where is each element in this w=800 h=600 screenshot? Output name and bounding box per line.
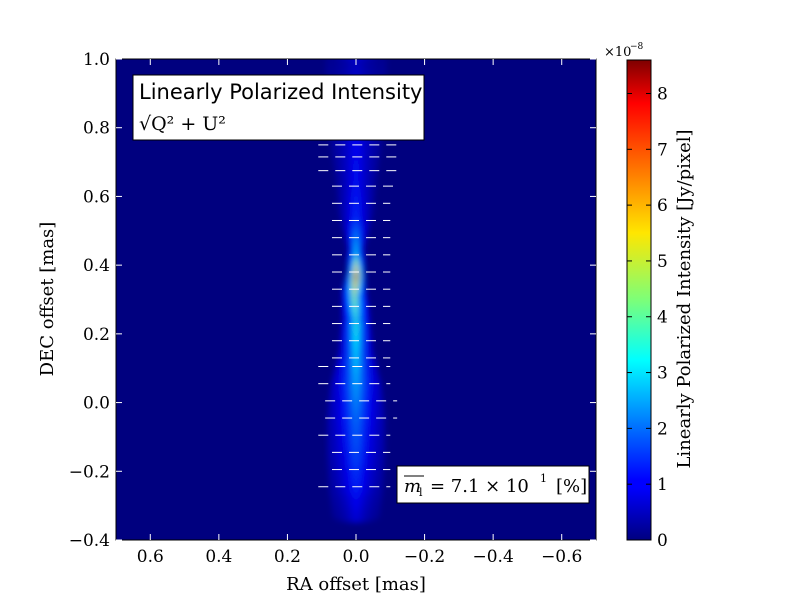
colorbar-tick-label: 0 (657, 531, 668, 551)
x-tick-label: −0.6 (541, 547, 582, 567)
colorbar-tick-label: 5 (657, 252, 668, 272)
x-tick-label: −0.4 (473, 547, 514, 567)
colorbar-multiplier: ×10 (604, 45, 631, 60)
y-tick-label: −0.2 (69, 462, 110, 482)
annotation-value: = 7.1 × 10 (430, 476, 529, 497)
annotation-unit: [%] (556, 476, 587, 497)
colorbar: 0 1 2 3 4 5 6 7 8 ×10 −8 Linearly Polarized Inte… (604, 42, 695, 551)
jet-emission (325, 59, 387, 524)
title-line-2: √Q² + U² (139, 113, 226, 135)
mean-fractional-pol-box: m l = 7.1 × 10 1 [%] (396, 465, 590, 504)
colorbar-tick-label: 2 (657, 419, 668, 439)
colorbar-tick-label: 1 (657, 475, 668, 495)
title-line-1: Linearly Polarized Intensity (139, 80, 423, 104)
colorbar-tick-label: 4 (657, 308, 668, 328)
title-box-frame (132, 74, 425, 141)
annotation-frame (396, 465, 590, 504)
colorbar-tick-label: 7 (657, 140, 668, 160)
x-tick-label: 0.2 (274, 547, 301, 567)
x-tick-label: 0.6 (137, 547, 164, 567)
annotation-symbol: m (404, 476, 421, 497)
colorbar-tick-label: 3 (657, 364, 668, 384)
colorbar-tick-label: 8 (657, 84, 668, 104)
annotation-subscript: l (419, 486, 423, 499)
y-tick-label: −0.4 (69, 531, 110, 551)
y-tick-label: 0.6 (83, 187, 110, 207)
colorbar-ticks: 0 1 2 3 4 5 6 7 8 (627, 84, 668, 551)
colorbar-gradient (626, 59, 652, 541)
x-tick-label: 0.0 (342, 547, 369, 567)
y-tick-label: 0.2 (83, 325, 110, 345)
colorbar-multiplier-exponent: −8 (630, 42, 644, 52)
y-tick-label: 1.0 (83, 50, 110, 70)
x-tick-label: −0.2 (404, 547, 445, 567)
annotation-exponent: 1 (540, 472, 547, 485)
y-axis-ticks: −0.4 −0.2 0.0 0.2 0.4 0.6 0.8 1.0 (69, 50, 596, 551)
polarization-vectors (318, 122, 398, 488)
y-axis-label: DEC offset [mas] (37, 222, 58, 377)
y-tick-label: 0.8 (83, 119, 110, 139)
y-tick-label: 0.0 (83, 394, 110, 414)
x-tick-label: 0.4 (205, 547, 232, 567)
x-axis-ticks: 0.6 0.4 0.2 0.0 −0.2 −0.4 −0.6 (137, 59, 582, 567)
y-tick-label: 0.4 (83, 256, 110, 276)
colorbar-label: Linearly Polarized Intensity [Jy/pixel] (674, 129, 695, 468)
colorbar-tick-label: 6 (657, 196, 668, 216)
title-box: Linearly Polarized Intensity √Q² + U² (132, 74, 425, 141)
x-axis-label: RA offset [mas] (286, 574, 426, 595)
